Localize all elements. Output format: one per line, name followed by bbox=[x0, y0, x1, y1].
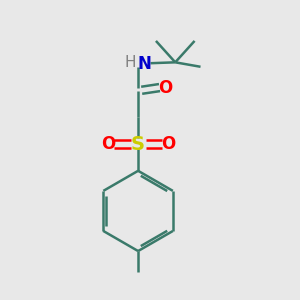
Text: H: H bbox=[125, 55, 136, 70]
Text: O: O bbox=[161, 135, 175, 153]
Text: S: S bbox=[131, 135, 145, 154]
Text: N: N bbox=[138, 55, 152, 73]
Text: O: O bbox=[158, 79, 172, 97]
Text: O: O bbox=[101, 135, 116, 153]
